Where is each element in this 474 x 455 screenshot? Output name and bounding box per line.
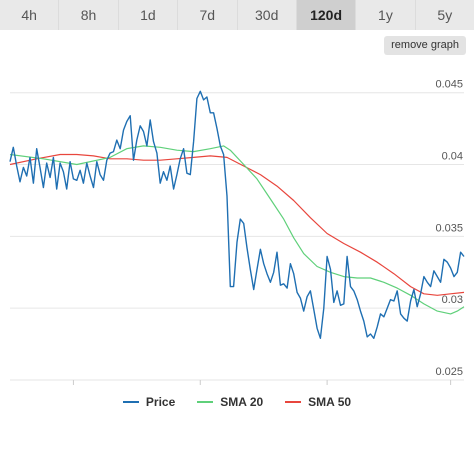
legend-swatch-sma20: [197, 401, 214, 403]
remove-graph-button[interactable]: remove graph: [384, 36, 466, 55]
tab-4h[interactable]: 4h: [0, 0, 60, 30]
y-tick-label: 0.035: [435, 222, 463, 234]
legend-item-sma20[interactable]: SMA 20: [197, 395, 263, 409]
series-line-price: [9, 90, 465, 339]
legend-item-sma50[interactable]: SMA 50: [285, 395, 351, 409]
series-line-sma20: [9, 145, 465, 315]
chart-legend: Price SMA 20 SMA 50: [0, 390, 474, 414]
x-tick-label: Sep '25: [55, 389, 92, 390]
tab-120d[interactable]: 120d: [296, 0, 357, 30]
time-range-tabs: 4h 8h 1d 7d 30d 120d 1y 5y: [0, 0, 474, 30]
x-tick-label: Dec '25: [432, 389, 469, 390]
y-tick-label: 0.045: [435, 79, 463, 91]
series-line-sma50: [9, 153, 465, 296]
legend-label-sma50: SMA 50: [308, 395, 352, 409]
legend-swatch-price: [122, 401, 139, 403]
tab-5y[interactable]: 5y: [415, 0, 474, 30]
x-tick-label: Nov '25: [309, 389, 346, 390]
legend-item-price[interactable]: Price: [122, 395, 176, 409]
tab-8h[interactable]: 8h: [59, 0, 119, 30]
tab-1d[interactable]: 1d: [118, 0, 179, 30]
legend-swatch-sma50: [285, 401, 302, 403]
legend-label-sma20: SMA 20: [220, 395, 264, 409]
tab-30d[interactable]: 30d: [237, 0, 297, 30]
x-tick-label: Oct '25: [183, 389, 218, 390]
tab-7d[interactable]: 7d: [178, 0, 238, 30]
price-chart: 0.025 0.03 0.035 0.04 0.045 Sep '25 Oct '25 Nov…: [9, 79, 469, 390]
tab-1y[interactable]: 1y: [356, 0, 416, 30]
y-tick-label: 0.025: [435, 366, 463, 378]
y-tick-label: 0.03: [442, 294, 463, 306]
legend-label-price: Price: [145, 395, 176, 409]
y-tick-label: 0.04: [442, 151, 463, 163]
